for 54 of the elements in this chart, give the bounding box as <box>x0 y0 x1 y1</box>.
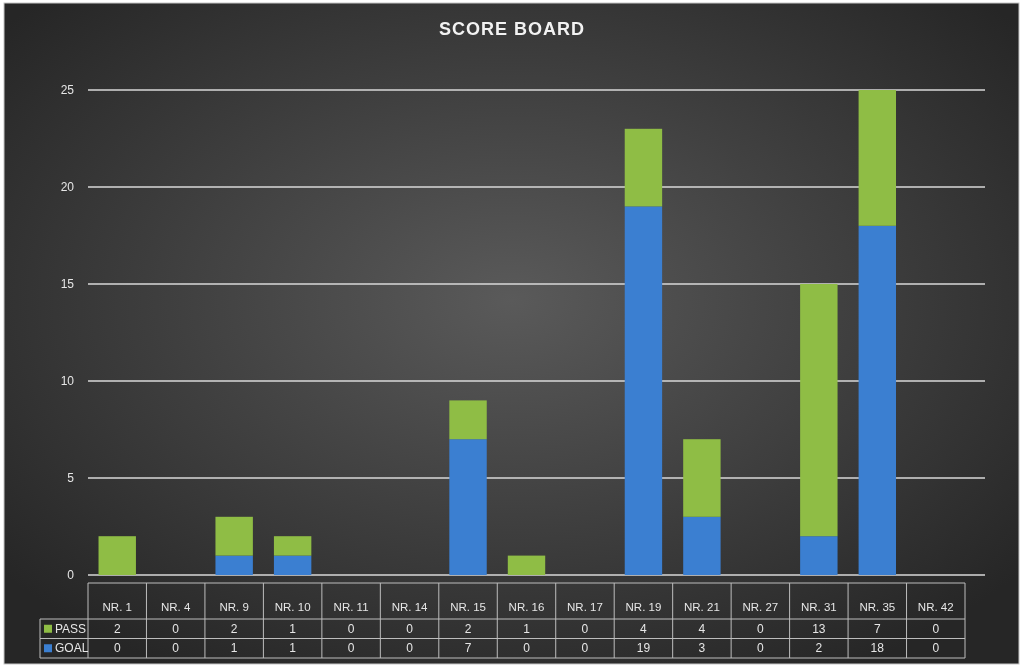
data-label: 2 <box>464 621 472 636</box>
data-label: 2 <box>113 621 121 636</box>
data-label: 0 <box>347 641 355 656</box>
data-label: 0 <box>581 641 589 656</box>
data-label: 0 <box>757 641 765 656</box>
x-tick-label: NR. 9 <box>219 601 249 613</box>
data-label: 0 <box>406 621 414 636</box>
x-tick-label: NR. 16 <box>508 601 545 613</box>
x-tick-label: NR. 35 <box>859 601 896 613</box>
data-label: 0 <box>406 641 414 656</box>
x-tick-label: NR. 17 <box>567 601 603 613</box>
y-tick-label: 25 <box>60 83 75 98</box>
legend-label: GOAL <box>55 641 89 656</box>
legend-label: PASS <box>55 621 87 636</box>
y-tick-label: 0 <box>67 568 75 583</box>
x-tick-label: NR. 1 <box>102 601 132 613</box>
x-tick-label: NR. 15 <box>450 601 486 613</box>
data-label: 19 <box>636 641 651 656</box>
x-tick-label: NR. 11 <box>333 601 369 613</box>
data-label: 0 <box>523 641 531 656</box>
y-tick-label: 10 <box>60 374 75 389</box>
data-label: 1 <box>523 621 531 636</box>
data-label: 0 <box>757 621 765 636</box>
data-label: 0 <box>172 621 180 636</box>
data-label: 1 <box>289 641 297 656</box>
y-tick-label: 5 <box>67 471 75 486</box>
data-label: 13 <box>812 621 826 636</box>
data-label: 18 <box>870 641 885 656</box>
x-tick-label: NR. 21 <box>684 601 720 613</box>
x-tick-label: NR. 4 <box>161 601 191 613</box>
data-label: 0 <box>113 641 121 656</box>
x-tick-label: NR. 31 <box>800 601 837 613</box>
x-tick-label: NR. 10 <box>274 601 311 613</box>
x-tick-label: NR. 27 <box>742 601 779 613</box>
x-tick-label: NR. 14 <box>391 601 429 613</box>
data-label: 4 <box>698 621 706 636</box>
data-label: 7 <box>464 641 472 656</box>
data-label: 0 <box>172 641 180 656</box>
chart-title: SCORE BOARD <box>438 19 586 39</box>
data-label: 1 <box>289 621 297 636</box>
x-tick-label: NR. 19 <box>625 601 662 613</box>
data-label: 0 <box>581 621 589 636</box>
data-label: 2 <box>815 641 823 656</box>
x-tick-label: NR. 42 <box>917 601 954 613</box>
y-tick-label: 20 <box>60 180 75 195</box>
data-label: 3 <box>698 641 706 656</box>
data-label: 0 <box>347 621 355 636</box>
data-label: 1 <box>230 641 238 656</box>
data-label: 2 <box>230 621 238 636</box>
data-label: 7 <box>873 621 881 636</box>
data-label: 0 <box>932 641 940 656</box>
y-tick-label: 15 <box>60 277 75 292</box>
data-label: 0 <box>932 621 940 636</box>
data-label: 4 <box>640 621 648 636</box>
